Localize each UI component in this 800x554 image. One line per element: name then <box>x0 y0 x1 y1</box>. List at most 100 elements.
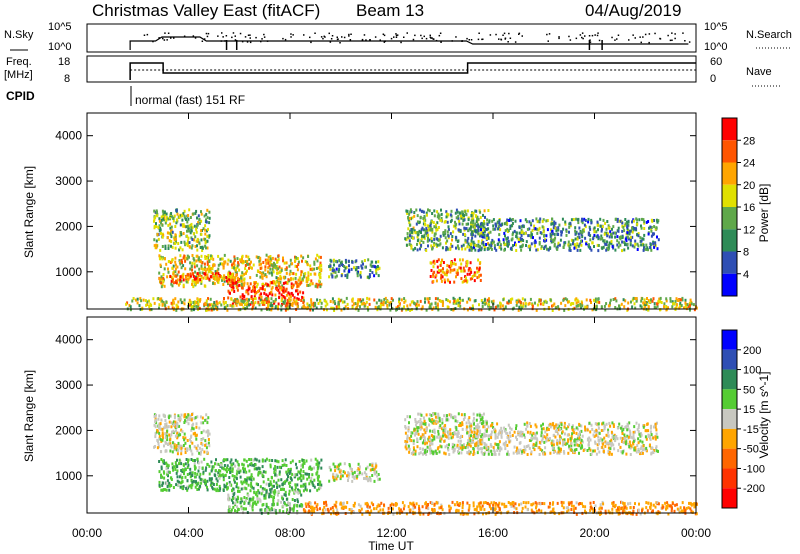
data-pixel <box>129 305 132 309</box>
data-pixel <box>288 297 291 301</box>
data-pixel <box>473 229 476 233</box>
data-pixel <box>317 474 320 478</box>
data-pixel <box>252 263 255 267</box>
data-pixel <box>543 233 546 237</box>
data-pixel <box>653 219 655 222</box>
data-pixel <box>257 300 260 304</box>
data-pixel <box>162 276 165 280</box>
data-pixel <box>497 238 500 242</box>
data-pixel <box>434 449 437 453</box>
data-pixel <box>309 489 312 493</box>
data-pixel <box>359 298 362 302</box>
data-pixel <box>649 300 651 304</box>
data-pixel <box>223 279 226 283</box>
data-pixel <box>231 302 234 306</box>
data-pixel <box>302 463 304 467</box>
data-pixel <box>569 222 572 226</box>
data-pixel <box>294 302 297 306</box>
data-pixel <box>365 473 368 477</box>
data-pixel <box>377 478 380 482</box>
data-pixel <box>271 267 274 271</box>
data-pixel <box>242 480 245 484</box>
data-pixel <box>424 297 426 301</box>
data-pixel <box>539 217 542 221</box>
data-pixel <box>256 494 259 498</box>
data-pixel <box>194 211 197 215</box>
data-pixel <box>653 302 656 306</box>
data-pixel <box>168 239 171 243</box>
data-pixel <box>206 463 209 466</box>
data-pixel <box>593 245 595 248</box>
data-pixel <box>516 236 519 240</box>
data-pixel <box>277 489 280 493</box>
nsky-dot <box>173 37 175 39</box>
data-pixel <box>172 216 175 220</box>
data-pixel <box>336 260 339 264</box>
data-pixel <box>470 243 473 246</box>
data-pixel <box>577 221 580 225</box>
data-pixel <box>191 452 194 456</box>
data-pixel <box>204 270 207 273</box>
cpid-label: CPID <box>6 89 35 103</box>
data-pixel <box>191 441 194 445</box>
data-pixel <box>245 470 248 474</box>
data-pixel <box>184 259 187 263</box>
data-pixel <box>190 222 193 226</box>
data-pixel <box>460 269 463 273</box>
data-pixel <box>281 297 284 301</box>
data-pixel <box>480 225 483 229</box>
data-pixel <box>511 222 514 225</box>
data-pixel <box>281 496 284 500</box>
data-pixel <box>547 423 550 427</box>
data-pixel <box>224 474 227 477</box>
nsky-dot <box>674 33 676 35</box>
data-pixel <box>170 282 173 286</box>
data-pixel <box>435 228 438 232</box>
data-pixel <box>213 487 216 491</box>
data-pixel <box>406 232 409 236</box>
data-pixel <box>220 473 223 477</box>
data-pixel <box>320 269 323 273</box>
data-pixel <box>456 240 459 243</box>
data-pixel <box>355 476 358 480</box>
data-pixel <box>226 464 229 468</box>
data-pixel <box>478 248 481 252</box>
data-pixel <box>156 214 159 218</box>
data-pixel <box>471 230 474 234</box>
data-pixel <box>415 421 418 425</box>
nsky-dot <box>222 36 224 38</box>
data-pixel <box>238 279 241 283</box>
data-pixel <box>296 265 299 268</box>
data-pixel <box>486 233 489 237</box>
nsky-dot <box>642 36 644 38</box>
data-pixel <box>553 238 556 242</box>
data-pixel <box>211 272 214 276</box>
data-pixel <box>307 274 310 278</box>
data-pixel <box>476 276 479 280</box>
data-pixel <box>215 458 217 462</box>
data-pixel <box>602 245 605 249</box>
data-pixel <box>610 241 613 245</box>
data-pixel <box>236 460 239 464</box>
data-pixel <box>454 211 457 215</box>
data-pixel <box>628 232 631 236</box>
freq-tick-high: 18 <box>58 56 70 68</box>
data-pixel <box>252 501 255 505</box>
data-pixel <box>171 306 174 310</box>
data-pixel <box>254 301 257 305</box>
data-pixel <box>472 211 475 215</box>
data-pixel <box>283 487 285 491</box>
data-pixel <box>584 305 587 309</box>
nsky-dot <box>217 35 219 37</box>
data-pixel <box>369 263 372 267</box>
data-pixel <box>191 413 193 416</box>
data-pixel <box>430 237 433 240</box>
data-pixel <box>558 243 561 247</box>
data-pixel <box>168 215 171 219</box>
data-pixel <box>549 228 552 232</box>
data-pixel <box>260 272 263 276</box>
data-pixel <box>284 490 287 494</box>
data-pixel <box>164 432 167 436</box>
data-pixel <box>434 297 437 301</box>
data-pixel <box>211 267 214 271</box>
